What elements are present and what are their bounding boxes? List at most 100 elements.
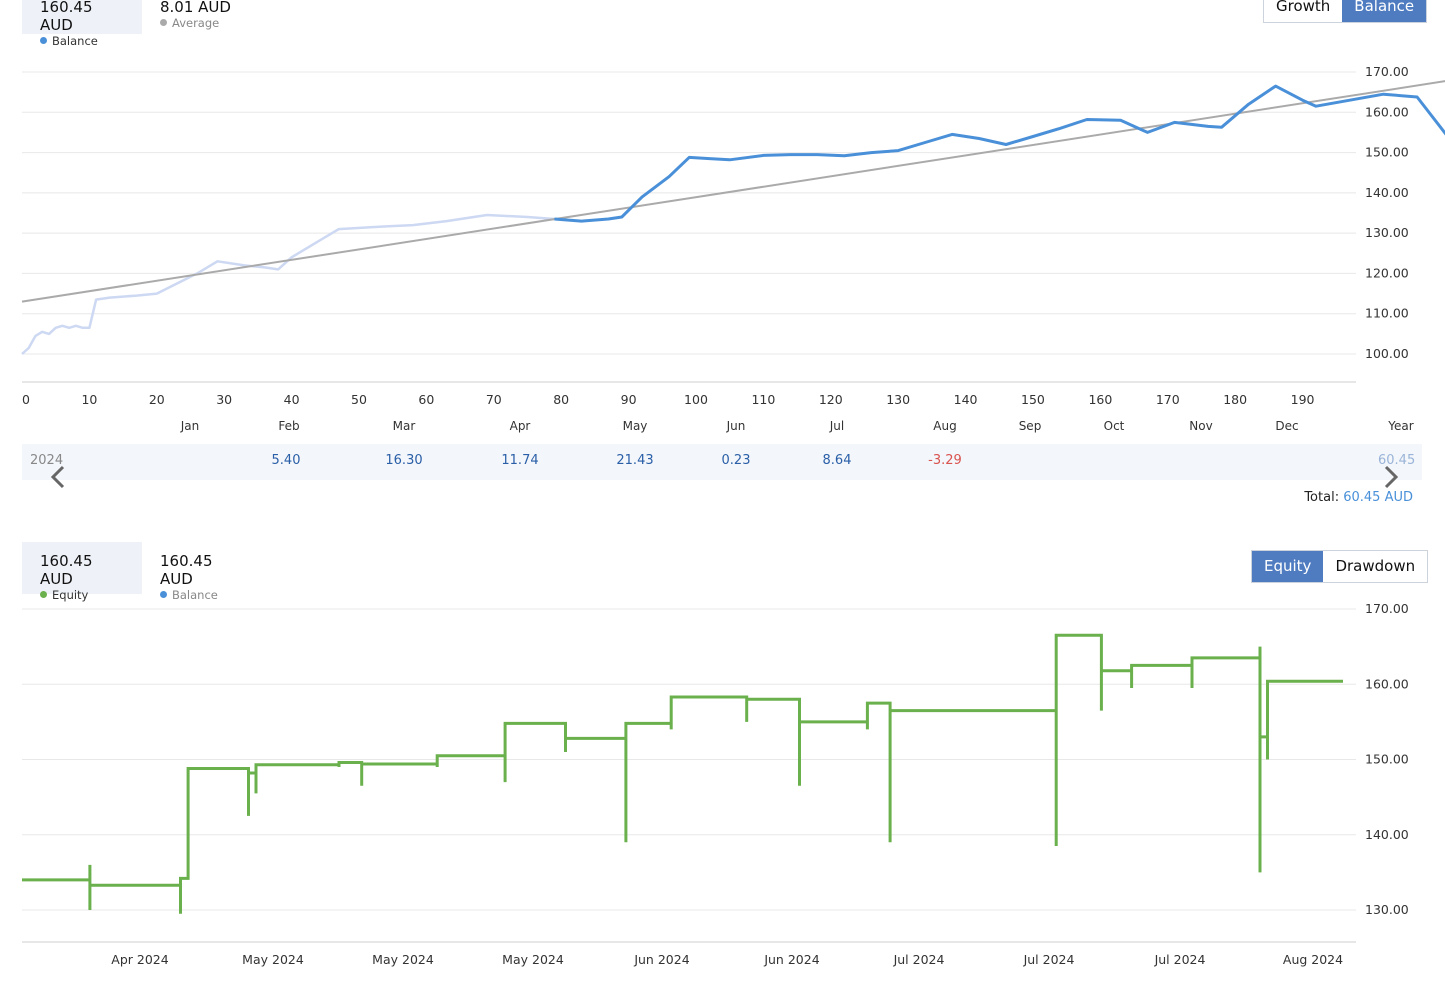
x-tick-label: 50 — [351, 392, 367, 407]
y-tick-label: 110.00 — [1365, 306, 1409, 321]
bottom-balance-stat[interactable]: 160.45 AUD Balance — [142, 542, 262, 602]
equity-stat-value: 160.45 AUD — [40, 552, 93, 588]
average-stat-label: Average — [172, 16, 220, 30]
equity-button[interactable]: Equity — [1252, 551, 1324, 582]
month-label: Sep — [1019, 419, 1042, 433]
balance-chart-grid: 100.00 110.00 120.00 130.00 140.00 150.00 160.… — [22, 64, 1409, 383]
monthly-value-feb: 5.40 — [271, 453, 301, 468]
month-label: Mar — [393, 419, 416, 433]
total-value: 60.45 AUD — [1343, 490, 1413, 505]
equity-stat[interactable]: 160.45 AUD Equity — [22, 542, 142, 602]
y-tick-label: 150.00 — [1365, 752, 1409, 767]
bottom-balance-dot-icon — [160, 591, 167, 598]
average-stat[interactable]: 8.01 AUD Average — [142, 0, 262, 34]
month-label: May — [623, 419, 648, 433]
x-tick-label: May 2024 — [242, 952, 304, 967]
x-tick-label: Jul 2024 — [1154, 952, 1206, 967]
x-tick-label: Jul 2024 — [1023, 952, 1075, 967]
month-label: Jan — [180, 419, 200, 433]
x-tick-label: Jun 2024 — [763, 952, 819, 967]
y-tick-label: 150.00 — [1365, 145, 1409, 160]
prev-year-button[interactable] — [46, 457, 72, 497]
y-tick-label: 130.00 — [1365, 902, 1409, 917]
x-tick-label: 80 — [553, 392, 569, 407]
equity-chart-grid: 130.00 140.00 150.00 160.00 170.00 — [22, 601, 1409, 943]
month-label: Oct — [1104, 419, 1125, 433]
y-tick-label: 140.00 — [1365, 827, 1409, 842]
equity-stat-label: Equity — [52, 588, 89, 602]
balance-line-faded — [21, 213, 555, 355]
balance-stat[interactable]: 160.45 AUD Balance — [22, 0, 142, 48]
next-year-button[interactable] — [1377, 457, 1403, 497]
month-label: Feb — [278, 419, 299, 433]
balance-stat-label: Balance — [52, 34, 98, 48]
x-tick-label: 70 — [486, 392, 502, 407]
x-tick-label: 100 — [684, 392, 708, 407]
x-tick-label: 30 — [216, 392, 232, 407]
balance-button[interactable]: Balance — [1342, 0, 1427, 22]
month-label: Jun — [726, 419, 746, 433]
monthly-value-mar: 16.30 — [385, 453, 423, 468]
y-tick-label: 170.00 — [1365, 64, 1409, 79]
x-tick-label: 130 — [886, 392, 910, 407]
equity-drawdown-toggle: Equity Drawdown — [1251, 550, 1429, 583]
total-label: Total: — [1304, 490, 1340, 505]
x-tick-label: 140 — [954, 392, 978, 407]
x-tick-label: 20 — [149, 392, 165, 407]
month-label: Nov — [1189, 419, 1212, 433]
average-trend-line — [21, 80, 1445, 303]
monthly-value-apr: 11.74 — [501, 453, 539, 468]
monthly-year-total: 60.45 — [1378, 453, 1416, 468]
x-tick-label: 120 — [819, 392, 843, 407]
bottom-balance-stat-value: 160.45 AUD — [160, 552, 213, 588]
year-column-label: Year — [1387, 419, 1413, 433]
month-label: Dec — [1275, 419, 1298, 433]
equity-dot-icon — [40, 591, 47, 598]
growth-button[interactable]: Growth — [1276, 0, 1331, 15]
y-tick-label: 160.00 — [1365, 676, 1409, 691]
x-tick-label: 190 — [1291, 392, 1315, 407]
x-tick-label: 180 — [1223, 392, 1247, 407]
equity-chart-x-ticks: Apr 2024 May 2024 May 2024 May 2024 Jun 2024… — [111, 952, 1343, 967]
balance-chart-month-labels: Jan Feb Mar Apr May Jun Jul Aug Sep Oct Nov Dec Year — [180, 419, 1414, 433]
total-line: Total: 60.45 AUD — [1304, 490, 1413, 505]
x-tick-label: 60 — [418, 392, 434, 407]
drawdown-button[interactable]: Drawdown — [1335, 557, 1416, 575]
x-tick-label: 10 — [81, 392, 97, 407]
y-tick-label: 140.00 — [1365, 185, 1409, 200]
monthly-value-aug: -3.29 — [928, 453, 962, 468]
growth-balance-toggle: Growth Balance — [1263, 0, 1428, 23]
y-tick-label: 130.00 — [1365, 225, 1409, 240]
month-label: Jul — [829, 419, 844, 433]
equity-chart-series — [22, 633, 1343, 914]
balance-chart: 100.00 110.00 120.00 130.00 140.00 150.00 160.… — [21, 64, 1445, 433]
monthly-value-jun: 0.23 — [721, 453, 751, 468]
balance-stat-value: 160.45 AUD — [40, 0, 93, 34]
monthly-returns-band — [22, 444, 1422, 480]
x-tick-label: 0 — [22, 392, 30, 407]
x-tick-label: 90 — [621, 392, 637, 407]
balance-chart-x-ticks: 0 10 20 30 40 50 60 70 80 90 100 110 120 130 140 150 160… — [22, 392, 1315, 407]
x-tick-label: Jun 2024 — [633, 952, 689, 967]
equity-line — [22, 633, 1343, 914]
x-tick-label: Aug 2024 — [1283, 952, 1343, 967]
average-stat-value: 8.01 AUD — [160, 0, 231, 16]
monthly-year-label: 2024 — [30, 453, 64, 468]
x-tick-label: May 2024 — [502, 952, 564, 967]
month-label: Apr — [510, 419, 531, 433]
balance-line — [554, 84, 1445, 223]
x-tick-label: 160 — [1088, 392, 1112, 407]
chevron-right-icon — [1384, 465, 1399, 489]
balance-chart-series — [21, 80, 1445, 355]
monthly-value-jul: 8.64 — [822, 453, 852, 468]
average-dot-icon — [160, 19, 167, 26]
month-label: Aug — [933, 419, 956, 433]
chevron-left-icon — [50, 465, 65, 489]
x-tick-label: 40 — [284, 392, 300, 407]
x-tick-label: 150 — [1021, 392, 1045, 407]
x-tick-label: 170 — [1156, 392, 1180, 407]
bottom-balance-stat-label: Balance — [172, 588, 218, 602]
monthly-value-may: 21.43 — [616, 453, 654, 468]
balance-dot-icon — [40, 37, 47, 44]
